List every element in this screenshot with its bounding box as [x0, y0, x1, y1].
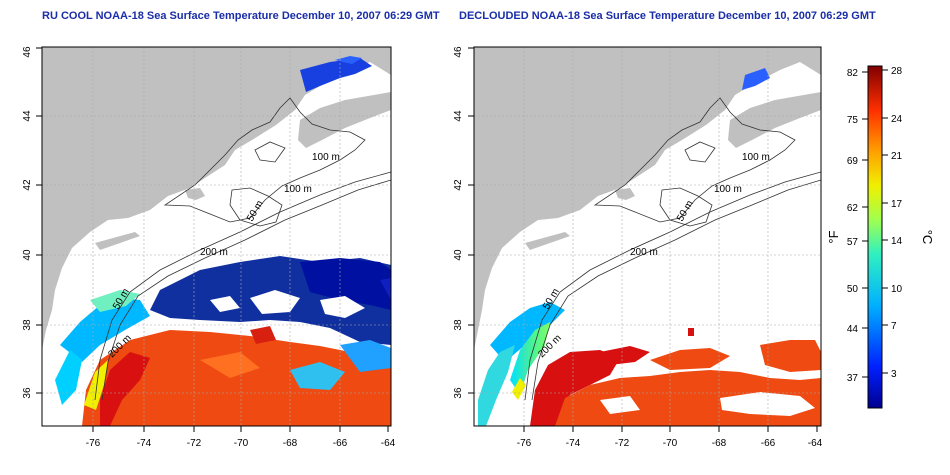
y-tick-label: 40 — [453, 249, 464, 261]
y-tick-label: 44 — [453, 110, 464, 122]
x-tick-label: -64 — [381, 438, 396, 449]
y-tick-label: 36 — [453, 387, 464, 399]
x-tick-label: -66 — [761, 438, 776, 449]
left-map-panel: 100 m 100 m 50 m 200 m 50 m 200 m -76 -7… — [22, 46, 396, 449]
y-tick-label: 46 — [22, 46, 33, 58]
celsius-tick-label: 28 — [891, 66, 903, 77]
y-tick-label: 44 — [22, 110, 33, 122]
y-tick-label: 36 — [22, 387, 33, 399]
x-tick-label: -74 — [566, 438, 581, 449]
contour-label: 100 m — [742, 152, 770, 163]
contour-label: 100 m — [714, 184, 742, 195]
celsius-tick-label: 21 — [891, 151, 903, 162]
right-map-panel: 100 m 100 m 50 m 200 m 50 m 200 m -76 -7… — [453, 46, 823, 449]
y-tick-label: 40 — [22, 249, 33, 261]
celsius-tick-label: 7 — [891, 321, 897, 332]
fahrenheit-tick-label: 69 — [847, 156, 859, 167]
x-tick-label: -68 — [283, 438, 298, 449]
x-axis-left: -76 -74 -72 -70 -68 -66 -64 — [86, 426, 396, 449]
fahrenheit-ticks: 82 75 69 62 57 50 44 37 — [847, 68, 868, 384]
x-tick-label: -70 — [663, 438, 678, 449]
celsius-tick-label: 17 — [891, 199, 903, 210]
land-mass — [474, 47, 821, 350]
y-tick-label: 46 — [453, 46, 464, 58]
left-map-title: RU COOL NOAA-18 Sea Surface Temperature … — [42, 10, 440, 22]
cape-cod — [185, 188, 205, 200]
celsius-ticks: 28 24 21 17 14 10 7 3 — [882, 66, 903, 380]
fahrenheit-tick-label: 57 — [847, 237, 859, 248]
celsius-tick-label: 24 — [891, 114, 903, 125]
contour-label: 200 m — [630, 247, 658, 258]
y-axis-right: 36 38 40 42 44 46 — [453, 46, 474, 399]
fahrenheit-tick-label: 75 — [847, 115, 859, 126]
fahrenheit-tick-label: 62 — [847, 203, 859, 214]
graticule-left — [42, 47, 391, 426]
fahrenheit-tick-label: 44 — [847, 324, 859, 335]
sst-data-left — [55, 56, 391, 426]
y-tick-label: 42 — [22, 179, 33, 191]
long-island — [525, 232, 570, 250]
bathymetry-contours-left — [94, 97, 391, 401]
x-tick-label: -72 — [187, 438, 202, 449]
fahrenheit-axis-label: °F — [826, 230, 841, 243]
contour-label: 200 m — [200, 247, 228, 258]
sst-data-right — [478, 68, 821, 426]
y-axis-left: 36 38 40 42 44 46 — [22, 46, 42, 399]
x-axis-right: -76 -74 -72 -70 -68 -66 -64 — [517, 426, 823, 449]
long-island — [95, 232, 140, 250]
y-tick-label: 38 — [453, 319, 464, 331]
x-tick-label: -66 — [333, 438, 348, 449]
x-tick-label: -64 — [808, 438, 823, 449]
x-tick-label: -76 — [86, 438, 101, 449]
land-mass — [42, 47, 391, 350]
y-tick-label: 38 — [22, 319, 33, 331]
bathymetry-contours-right — [524, 97, 821, 401]
y-tick-label: 42 — [453, 179, 464, 191]
celsius-tick-label: 10 — [891, 284, 903, 295]
contour-label: 100 m — [284, 184, 312, 195]
contour-label: 100 m — [312, 152, 340, 163]
graticule-right — [474, 47, 821, 426]
x-tick-label: -68 — [712, 438, 727, 449]
x-tick-label: -72 — [615, 438, 630, 449]
fahrenheit-tick-label: 82 — [847, 68, 859, 79]
cape-cod — [615, 188, 635, 200]
x-tick-label: -76 — [517, 438, 532, 449]
nova-scotia — [298, 92, 391, 148]
celsius-axis-label: °C — [920, 230, 935, 245]
fahrenheit-tick-label: 37 — [847, 373, 859, 384]
celsius-tick-label: 14 — [891, 236, 903, 247]
fahrenheit-tick-label: 50 — [847, 284, 859, 295]
celsius-tick-label: 3 — [891, 369, 897, 380]
nova-scotia — [728, 92, 821, 148]
x-tick-label: -74 — [137, 438, 152, 449]
temperature-colorbar: 82 75 69 62 57 50 44 37 28 24 21 17 14 1… — [826, 65, 935, 409]
x-tick-label: -70 — [234, 438, 249, 449]
right-map-title: DECLOUDED NOAA-18 Sea Surface Temperatur… — [459, 10, 876, 22]
